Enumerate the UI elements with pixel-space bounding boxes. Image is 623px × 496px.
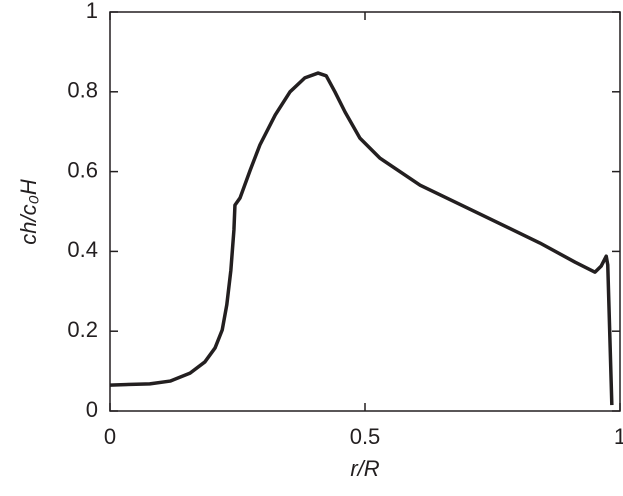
y-tick-label: 0.2 [67, 317, 98, 342]
y-tick-label: 0.6 [67, 157, 98, 182]
y-tick-label: 1 [86, 0, 98, 23]
y-tick-label: 0 [86, 397, 98, 422]
x-tick-label: 1 [614, 424, 623, 449]
y-axis-label: ch/c₀H [16, 179, 41, 245]
plot-frame [109, 11, 621, 412]
x-tick-label: 0.5 [350, 424, 381, 449]
y-tick-label: 0.8 [67, 78, 98, 103]
y-tick-label: 0.4 [67, 237, 98, 262]
x-tick-label: 0 [104, 424, 116, 449]
data-line [109, 71, 614, 406]
x-axis-label: r/R [350, 456, 379, 481]
